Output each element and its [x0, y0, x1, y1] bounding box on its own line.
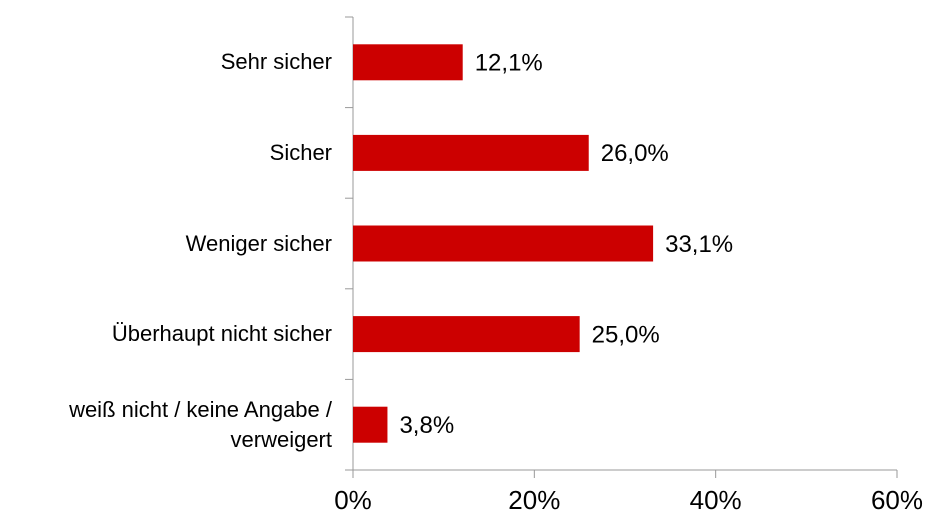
x-tick-label: 20%	[508, 485, 560, 515]
value-label: 26,0%	[601, 140, 669, 167]
value-label: 12,1%	[475, 50, 543, 77]
bar	[353, 44, 463, 81]
value-label: 3,8%	[399, 412, 454, 439]
value-label: 33,1%	[665, 231, 733, 258]
category-label: Sicher	[269, 139, 332, 165]
value-label: 25,0%	[592, 321, 660, 348]
x-tick-label: 0%	[334, 485, 372, 515]
bar	[353, 225, 654, 262]
x-tick-label: 40%	[690, 485, 742, 515]
bar	[353, 134, 589, 171]
category-label: weiß nicht / keine Angabe / verweigert	[69, 396, 332, 452]
bar	[353, 316, 580, 353]
bar	[353, 406, 388, 443]
category-label: Weniger sicher	[185, 230, 332, 256]
x-tick-label: 60%	[871, 485, 923, 515]
category-label: Sehr sicher	[220, 49, 332, 75]
category-label: Überhaupt nicht sicher	[111, 321, 332, 347]
